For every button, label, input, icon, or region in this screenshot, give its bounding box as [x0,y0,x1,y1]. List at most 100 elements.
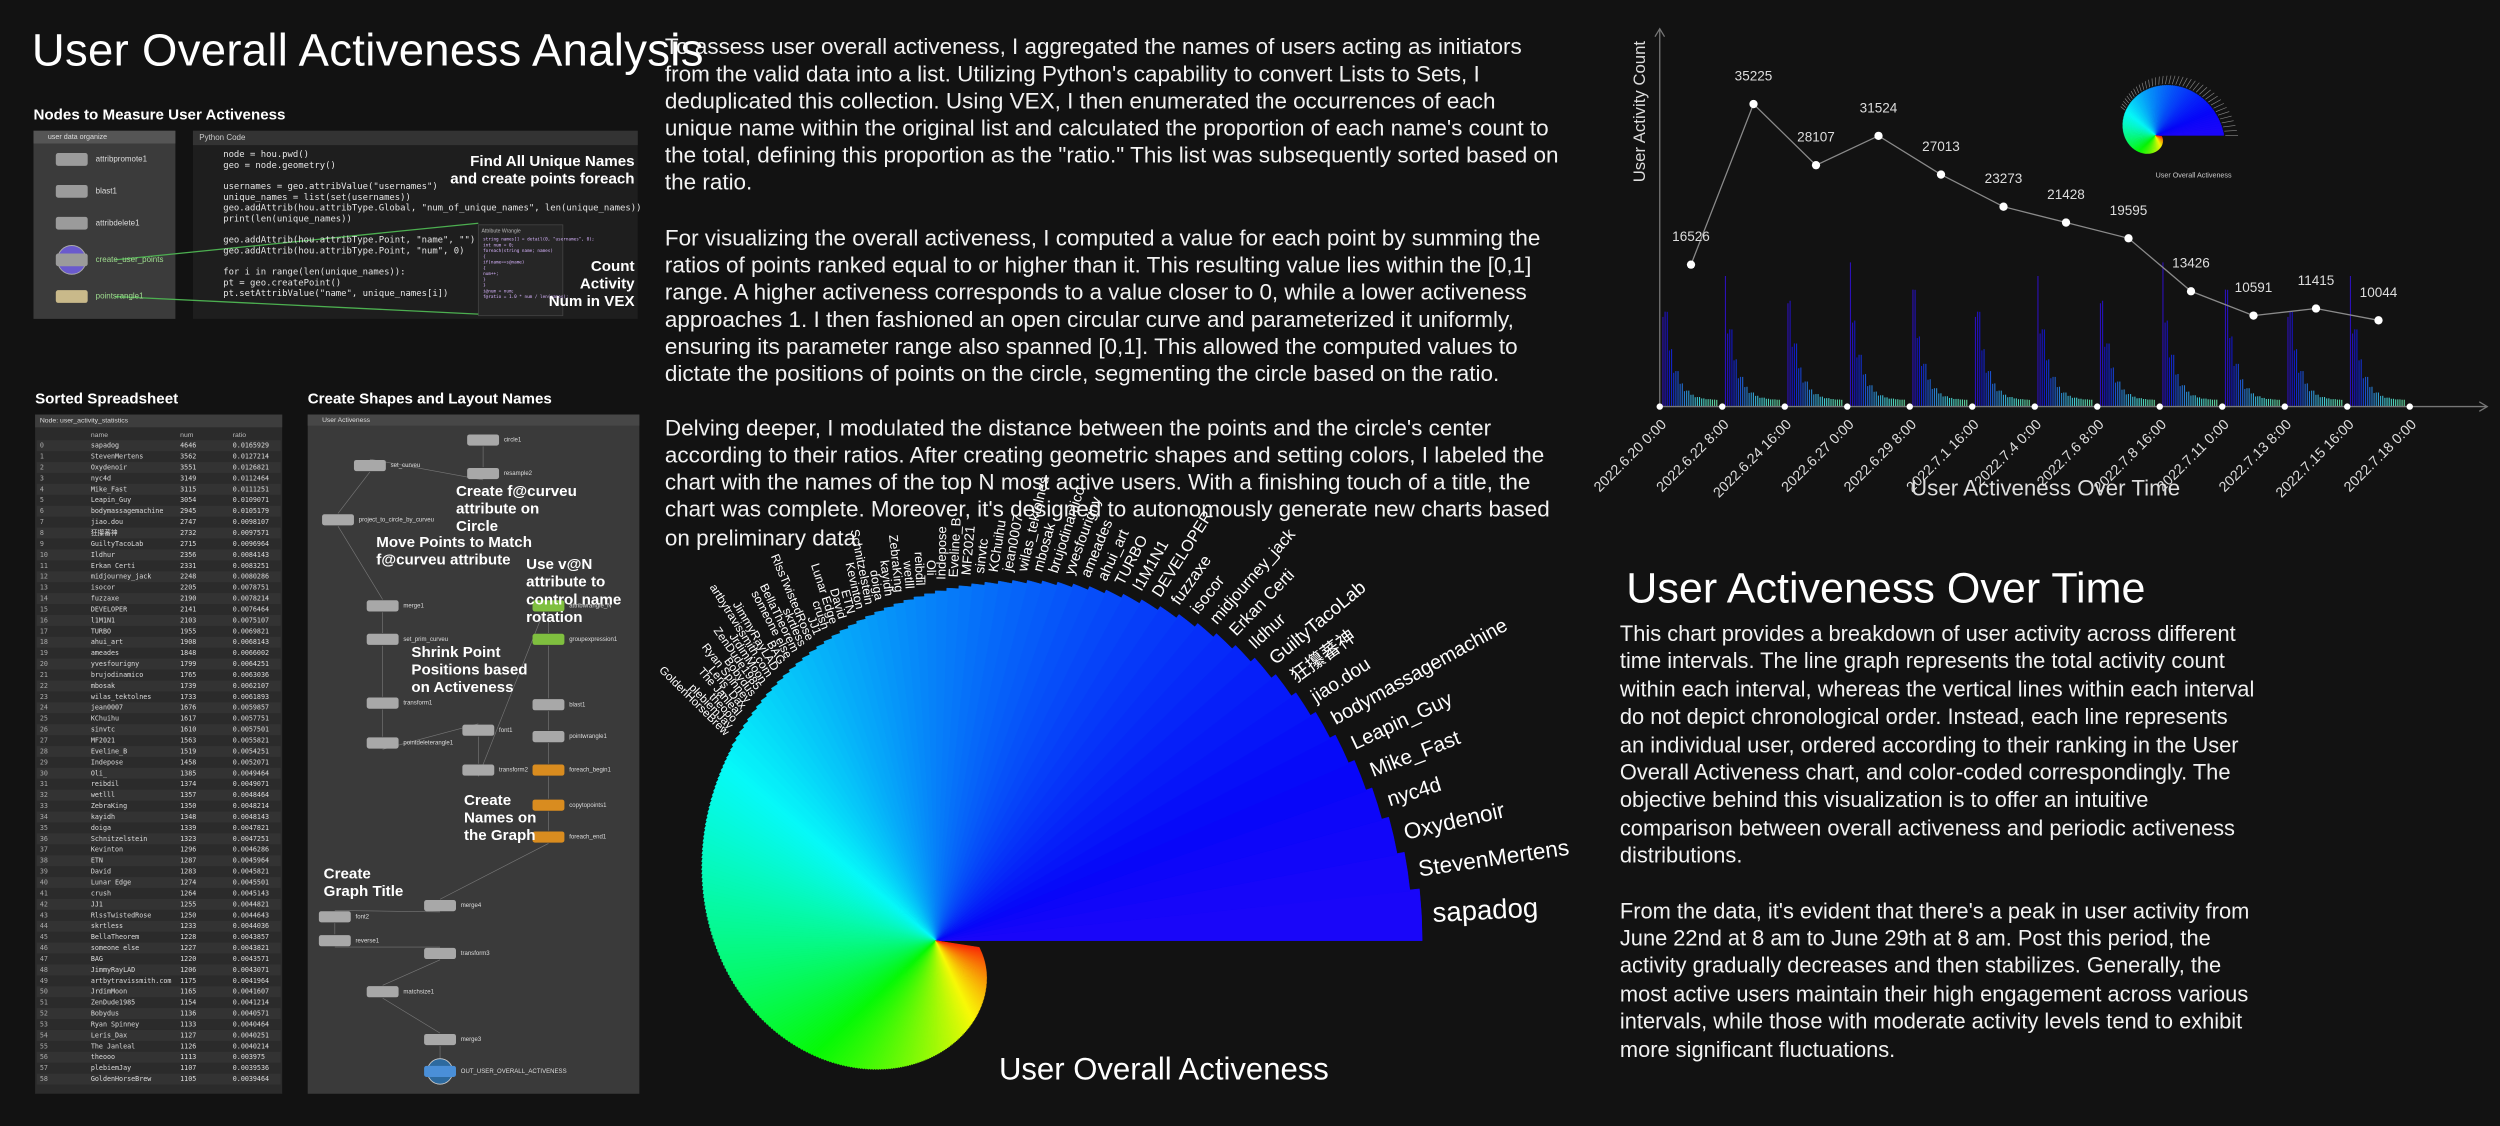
cell-num: 1154 [180,999,196,1007]
cell-num: 2945 [180,507,196,515]
inset-wedge [2125,108,2156,136]
row-index: 40 [40,878,48,886]
cell-name: isocor [91,584,115,592]
value-label: 19595 [2110,203,2148,218]
fan-filler [701,877,936,941]
cell-name: artbytravissmith.com [91,977,172,985]
fan-filler [819,940,937,1060]
fan-wedge [935,711,1331,941]
shapes-note: Move Points to Match f@curveu attribute [376,534,532,570]
row-band [36,636,281,648]
row-index: 11 [40,562,48,570]
fan-wedge [935,580,1028,941]
row-index: 6 [40,507,44,515]
inset-label-mark [2192,82,2200,91]
cell-name: midjourney_jack [91,573,151,581]
cell-ratio: 0.0083251 [233,562,269,570]
inset-wedge [2122,123,2156,136]
row-index: 28 [40,747,48,755]
node-label: foreach_end1 [569,835,607,841]
point [2061,218,2071,227]
node [532,799,565,811]
cell-ratio: 0.0068143 [233,638,269,646]
cell-num: 1233 [180,922,196,930]
fan-filler [711,930,936,941]
inset-wedge [2155,85,2165,136]
fan-wedge [935,583,986,941]
row-band [36,898,281,910]
inset-label-mark [2202,89,2211,97]
fan-filler [717,774,937,941]
code-line: usernames = geo.attribValue("usernames") [223,182,437,192]
node-label: attribpromote1 [96,155,148,164]
node-label: transform1 [403,701,433,707]
cell-num: 2141 [180,605,196,613]
cell-num: 1264 [180,889,196,897]
cell-name: ameades [91,649,119,657]
row-band [36,811,281,823]
cell-name: theooo [91,1053,115,1061]
cell-name: Lunar Edge [91,878,131,886]
inset-wedge [2155,84,2171,136]
fan-filler [702,836,937,941]
y-axis-arrow [1654,27,1666,37]
cell-name: GoldenHorseBrew [91,1075,152,1083]
value-label: 28107 [1797,130,1835,145]
fan-title: User Overall Activeness [999,1052,1329,1087]
inset-wedge [2124,110,2156,136]
cell-num: 2747 [180,518,196,526]
cell-name: mbosak [91,682,115,690]
row-index: 16 [40,616,48,624]
inset-wedge [2125,109,2156,136]
cell-ratio: 0.0076464 [233,605,269,613]
cell-ratio: 0.0044821 [233,900,269,908]
fan-wedge [935,580,1058,941]
fan-filler [920,940,937,1062]
row-index: 12 [40,573,48,581]
cell-num: 1113 [180,1053,196,1061]
cell-name: The Janleal [91,1042,135,1050]
cell-num: 1127 [180,1031,196,1039]
fan-filler [718,770,937,941]
fan-filler [870,940,937,1070]
cell-ratio: 0.0041214 [233,999,269,1007]
row-index: 21 [40,671,48,679]
node [532,731,565,743]
inset-label-mark [2133,88,2137,95]
row-index: 15 [40,605,48,613]
node-label: attribdelete1 [96,218,140,227]
value-label: 27013 [1922,139,1960,154]
cell-ratio: 0.0054251 [233,747,269,755]
cell-name: crush [91,889,111,897]
node-label: pointwrangle1 [569,734,607,740]
fan-wedge [742,720,937,941]
fan-filler [837,940,937,1066]
fan-filler [822,940,937,1061]
cell-num: 1385 [180,769,196,777]
node-label: resample2 [504,471,533,477]
row-index: 31 [40,780,48,788]
row-index: 34 [40,813,48,821]
node-label: font1 [499,728,513,734]
node [467,434,500,446]
cell-ratio: 0.0043071 [233,966,269,974]
fan-label: sinvtc [972,538,991,575]
cell-num: 1799 [180,660,196,668]
fan-filler [875,940,937,1070]
cell-name: Bobydus [91,1010,119,1018]
row-index: 7 [40,518,44,526]
cell-name: wetlll [91,791,115,799]
row-band [36,614,281,626]
row-index: 42 [40,900,48,908]
row-index: 18 [40,638,48,646]
inset-wedge [2122,121,2156,136]
cell-name: RlssTwistedRose [91,911,151,919]
fan-filler [701,865,936,941]
vex-line: { [483,265,486,271]
fan-filler [727,749,937,941]
x-axis-arrow [2478,401,2489,412]
cell-name: ZenDude1985 [91,999,135,1007]
row-band [36,440,281,452]
value-label: 10044 [2360,285,2398,300]
vex-line: num++; [483,272,499,277]
